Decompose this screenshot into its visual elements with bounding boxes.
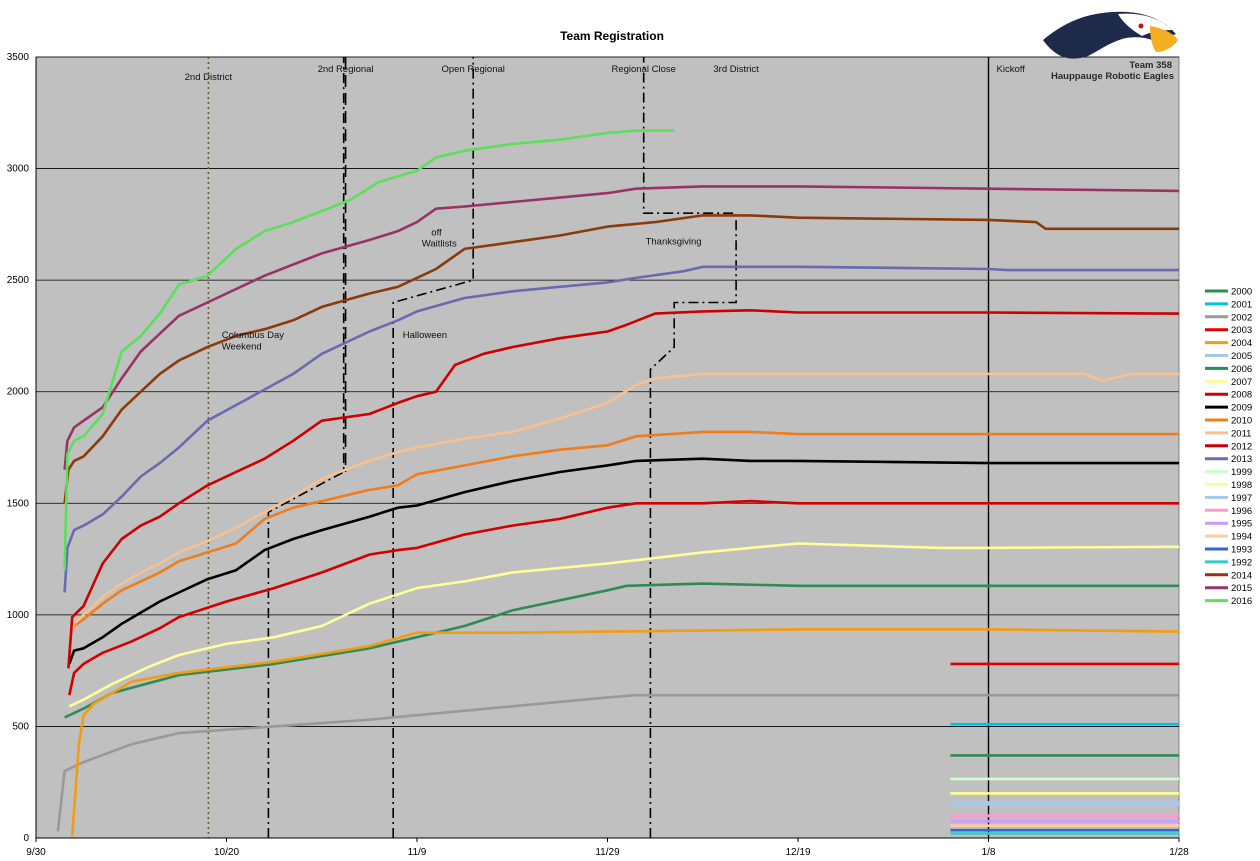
x-tick-label: 1/8: [982, 847, 996, 858]
chart-title: Team Registration: [560, 29, 664, 43]
legend-label: 2008: [1231, 390, 1252, 401]
legend-label: 2001: [1231, 299, 1252, 310]
legend-label: 2013: [1231, 454, 1252, 465]
plot-area: [35, 56, 1180, 839]
series-line-2009: [68, 457, 1179, 665]
annotation-text: Columbus Day: [222, 330, 285, 341]
y-tick-label: 500: [12, 721, 29, 732]
legend-label: 2003: [1231, 325, 1252, 336]
event-label: 2nd Regional: [318, 64, 374, 75]
event-label: 3rd District: [713, 64, 759, 75]
legend-label: 2007: [1231, 377, 1252, 388]
event-lines: [207, 57, 990, 838]
legend-label: 2016: [1231, 596, 1252, 607]
legend-label: 2006: [1231, 364, 1252, 375]
event-label: Regional Close: [611, 64, 675, 75]
legend-label: 2011: [1231, 428, 1251, 439]
x-tick-label: 1/28: [1169, 847, 1189, 858]
y-axis-ticks: 0 500 1000 1500 2000 2500 3000 3500: [7, 52, 30, 844]
x-tick-label: 9/30: [26, 847, 46, 858]
event-labels: 2nd District 2nd Regional Open Regional Reg…: [185, 64, 1026, 83]
annotation-text: Halloween: [403, 330, 447, 341]
y-tick-label: 2000: [7, 387, 30, 398]
legend-label: 1995: [1231, 519, 1252, 530]
series-line-2002: [56, 693, 1179, 832]
grid-lines: [36, 56, 1179, 727]
legend-label: 1993: [1231, 545, 1252, 556]
event-path: [267, 57, 345, 838]
series-line-2000: [64, 582, 1179, 719]
x-tick-label: 10/20: [214, 847, 239, 858]
annotation-text: Waitlists: [422, 239, 457, 250]
y-tick-label: 3500: [7, 52, 30, 63]
legend-label: 2009: [1231, 403, 1252, 414]
x-tick-label: 11/29: [595, 847, 620, 858]
series-line-2011: [68, 372, 1179, 638]
y-tick-label: 2500: [7, 275, 30, 286]
x-axis-ticks: 9/30 10/20 11/9 11/29 12/19 1/8 1/28: [26, 838, 1189, 858]
series-line-2008: [68, 499, 1179, 696]
legend-label: 1996: [1231, 506, 1252, 517]
legend-label: 1992: [1231, 557, 1252, 568]
series-line-2013: [63, 265, 1179, 593]
series-line-2010: [68, 430, 1179, 638]
legend-label: 1994: [1231, 532, 1252, 543]
logo-team-name: Hauppauge Robotic Eagles: [1051, 71, 1174, 82]
legend-label: 1999: [1231, 467, 1252, 478]
eagle-logo: [1043, 11, 1178, 59]
annotation-text: off: [431, 228, 442, 239]
legend-label: 2014: [1231, 570, 1252, 581]
annotation-text: Thanksgiving: [646, 236, 702, 247]
legend-label: 2015: [1231, 583, 1252, 594]
legend-label: 2010: [1231, 416, 1252, 427]
legend-label: 2000: [1231, 287, 1252, 298]
series-lines: [56, 129, 1180, 836]
series-line-2014: [63, 214, 1179, 504]
event-label: Open Regional: [442, 64, 505, 75]
series-line-2012: [67, 308, 1180, 669]
series-line-2016: [63, 129, 675, 571]
series-line-2007: [68, 542, 1180, 708]
y-tick-label: 0: [23, 833, 29, 844]
x-tick-label: 12/19: [785, 847, 810, 858]
legend-label: 2005: [1231, 351, 1252, 362]
logo-team-number: Team 358: [1129, 60, 1172, 71]
legend-label: 2002: [1231, 312, 1252, 323]
y-tick-label: 1500: [7, 498, 30, 509]
event-label: Kickoff: [997, 64, 1026, 75]
event-path: [392, 57, 475, 838]
x-tick-label: 11/9: [408, 847, 427, 858]
annotation-text: Weekend: [222, 341, 262, 352]
y-tick-label: 3000: [7, 164, 30, 175]
event-path: [642, 57, 737, 838]
legend-label: 1997: [1231, 493, 1252, 504]
series-line-2004: [70, 628, 1180, 836]
y-tick-label: 1000: [7, 610, 30, 621]
legend-label: 2012: [1231, 441, 1252, 452]
legend-label: 1998: [1231, 480, 1252, 491]
event-label: 2nd District: [185, 72, 233, 83]
legend-label: 2004: [1231, 338, 1252, 349]
